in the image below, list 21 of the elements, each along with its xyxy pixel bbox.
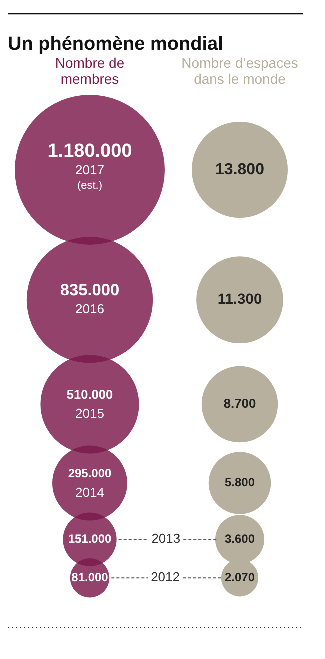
data-label: 295.000 (68, 466, 112, 481)
category-label: 2016 (76, 302, 104, 317)
data-label: 81.000 (72, 570, 109, 584)
data-label: 835.000 (60, 282, 120, 300)
data-label: 1.180.000 (48, 141, 132, 162)
category-label: 2014 (76, 484, 104, 500)
text: Nombre d’espaces dans le monde (182, 55, 298, 87)
category-label: 2012 (151, 570, 180, 585)
category-label: 2015 (76, 406, 104, 422)
data-label: 3.600 (224, 532, 256, 546)
data-label: 5.800 (224, 476, 256, 490)
series-label: Nombre de membres (55, 55, 125, 87)
data-label: 2.070 (224, 570, 256, 584)
data-label: 510.000 (66, 387, 114, 402)
category-label: 2013 (152, 531, 181, 546)
category-label: 2017 (est.) (76, 162, 104, 192)
data-label: 151.000 (68, 532, 112, 546)
data-label: 11.300 (218, 292, 262, 308)
data-label: 8.700 (224, 396, 256, 412)
data-label: 13.800 (216, 161, 265, 178)
text: Un phénomène mondial (8, 34, 224, 55)
